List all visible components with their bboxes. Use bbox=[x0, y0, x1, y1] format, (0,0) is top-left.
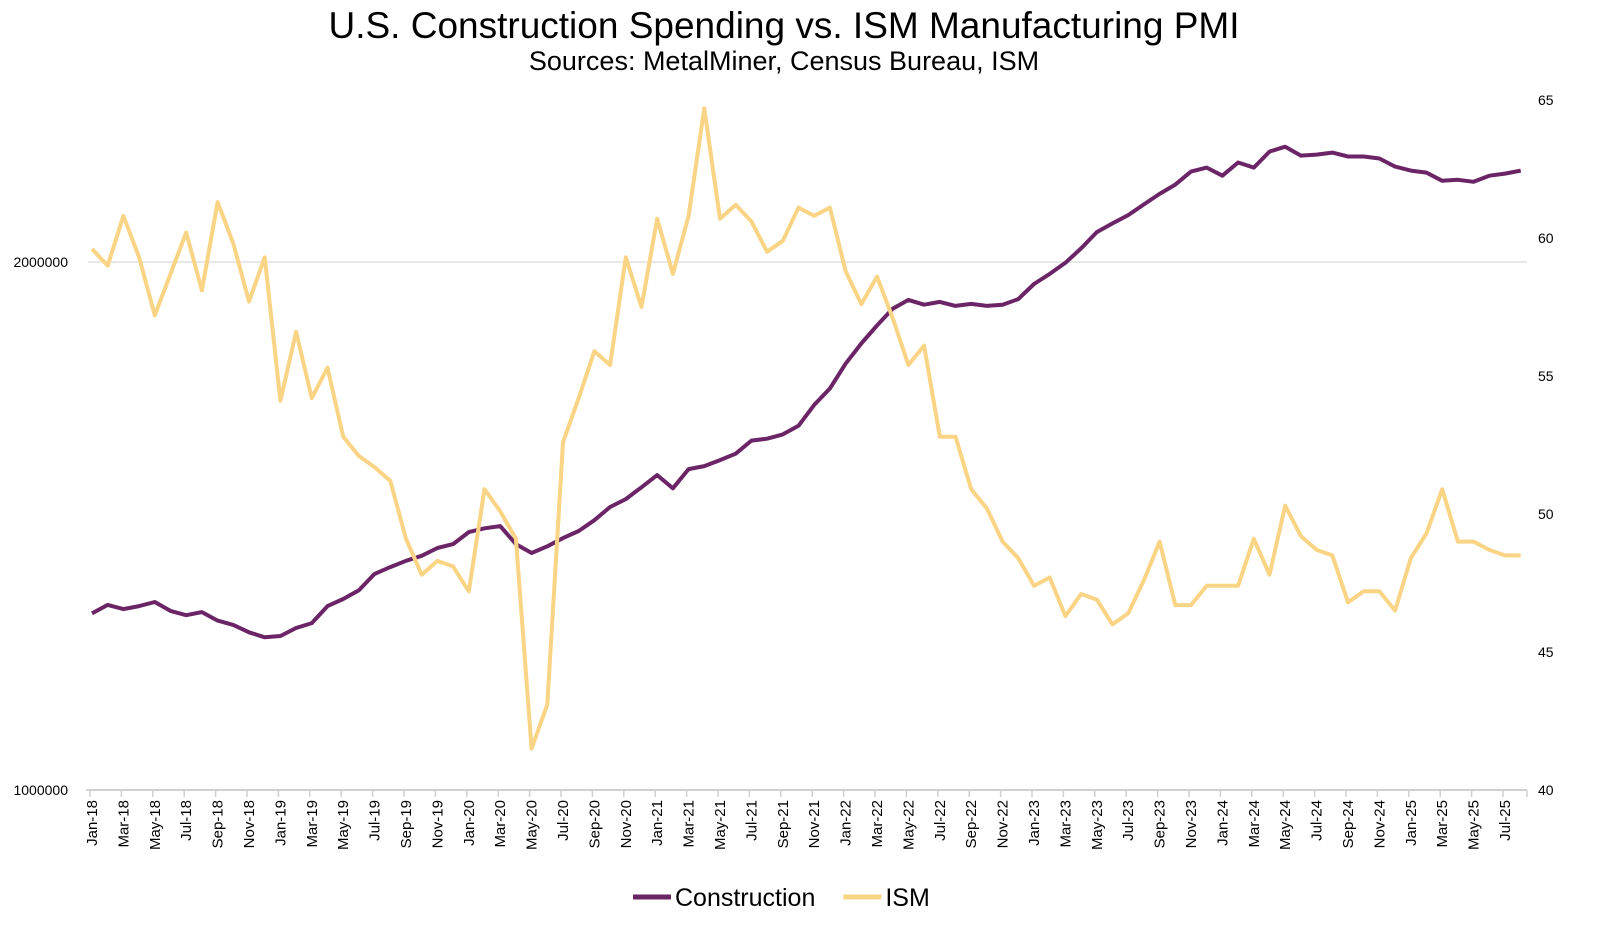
x-axis-tick-label: Nov-22 bbox=[995, 800, 1012, 848]
right-axis-tick-label: 65 bbox=[1538, 92, 1554, 108]
x-axis-tick-label: Jan-21 bbox=[649, 800, 666, 846]
x-axis-tick-label: May-23 bbox=[1089, 800, 1106, 850]
x-axis-tick-label: May-24 bbox=[1277, 800, 1294, 850]
x-axis-tick-label: Sep-23 bbox=[1152, 800, 1169, 848]
x-axis-tick-label: Mar-20 bbox=[492, 800, 509, 848]
x-axis-tick-label: May-25 bbox=[1466, 800, 1483, 850]
x-axis-tick-label: Mar-25 bbox=[1434, 800, 1451, 848]
x-axis-tick-label: Nov-23 bbox=[1183, 800, 1200, 848]
x-axis-tick-label: Jul-19 bbox=[367, 800, 384, 841]
x-axis-tick-label: Jan-20 bbox=[461, 800, 478, 846]
x-axis-tick-label: Nov-24 bbox=[1371, 800, 1388, 848]
x-axis-tick-label: Jan-24 bbox=[1214, 800, 1231, 846]
series-line-construction bbox=[91, 144, 1522, 640]
x-axis-tick-label: Jul-22 bbox=[932, 800, 949, 841]
x-axis-tick-label: Sep-20 bbox=[586, 800, 603, 848]
x-axis-tick-label: Mar-22 bbox=[869, 800, 886, 848]
x-axis-tick-label: Mar-21 bbox=[681, 800, 698, 848]
x-axis-tick-label: May-20 bbox=[524, 800, 541, 850]
right-axis-tick-label: 55 bbox=[1538, 368, 1554, 384]
x-axis-tick-label: Mar-23 bbox=[1057, 800, 1074, 848]
x-axis-tick-label: Jul-24 bbox=[1309, 800, 1326, 841]
right-axis-tick-label: 40 bbox=[1538, 782, 1554, 798]
x-axis-tick-label: Mar-18 bbox=[115, 800, 132, 848]
x-axis-tick-label: Sep-22 bbox=[963, 800, 980, 848]
x-axis-tick-label: May-21 bbox=[712, 800, 729, 850]
series-line-ism bbox=[90, 106, 1521, 751]
x-axis-tick-label: Jan-23 bbox=[1026, 800, 1043, 846]
x-axis-tick-label: Sep-19 bbox=[398, 800, 415, 848]
x-axis-tick-label: Jan-25 bbox=[1403, 800, 1420, 846]
x-axis-tick-label: May-18 bbox=[147, 800, 164, 850]
x-axis-tick-label: Jan-18 bbox=[84, 800, 101, 846]
legend-label: ISM bbox=[885, 884, 929, 912]
x-axis-tick-label: Nov-18 bbox=[241, 800, 258, 848]
x-axis-tick-label: Mar-24 bbox=[1246, 800, 1263, 848]
axes: 1000000 2000000 40 45 50 55 60 65 Jan-18 Mar-18 Ma… bbox=[13, 92, 1553, 850]
legend: Construction ISM bbox=[633, 884, 930, 912]
x-axis-tick-label: Jul-21 bbox=[743, 800, 760, 841]
right-axis-tick-label: 45 bbox=[1538, 644, 1554, 660]
x-axis-tick-label: Jul-23 bbox=[1120, 800, 1137, 841]
x-axis-tick-label: Nov-21 bbox=[806, 800, 823, 848]
x-axis-tick-label: Sep-18 bbox=[210, 800, 227, 848]
x-axis-tick-label: May-22 bbox=[900, 800, 917, 850]
left-axis-tick-label: 2000000 bbox=[13, 254, 68, 270]
x-axis-tick-label: Sep-24 bbox=[1340, 800, 1357, 848]
x-axis-tick-label: May-19 bbox=[335, 800, 352, 850]
chart-title: U.S. Construction Spending vs. ISM Manuf… bbox=[328, 5, 1239, 46]
x-axis-tick-label: Jul-20 bbox=[555, 800, 572, 841]
x-axis-tick-label: Nov-20 bbox=[618, 800, 635, 848]
left-axis-tick-label: 1000000 bbox=[13, 782, 68, 798]
legend-label: Construction bbox=[675, 884, 815, 912]
series-lines bbox=[90, 106, 1522, 751]
x-axis-tick-label: Jul-25 bbox=[1497, 800, 1514, 841]
x-axis-tick-label: Jan-22 bbox=[838, 800, 855, 846]
x-axis-tick-label: Mar-19 bbox=[304, 800, 321, 848]
right-axis-tick-label: 60 bbox=[1538, 230, 1554, 246]
x-axis-tick-label: Nov-19 bbox=[429, 800, 446, 848]
right-axis-tick-label: 50 bbox=[1538, 506, 1554, 522]
chart-subtitle: Sources: MetalMiner, Census Bureau, ISM bbox=[529, 46, 1039, 76]
x-axis-tick-label: Jul-18 bbox=[178, 800, 195, 841]
x-axis-tick-label: Jan-19 bbox=[272, 800, 289, 846]
x-axis-tick-label: Sep-21 bbox=[775, 800, 792, 848]
